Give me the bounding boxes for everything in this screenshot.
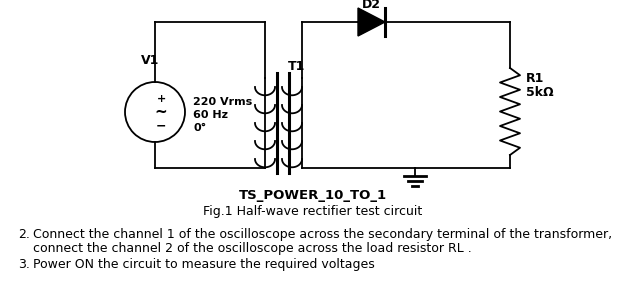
Text: 60 Hz: 60 Hz xyxy=(193,110,228,120)
Text: ~: ~ xyxy=(155,105,167,120)
Text: 5kΩ: 5kΩ xyxy=(526,86,554,98)
Text: 2.: 2. xyxy=(18,228,30,241)
Text: Power ON the circuit to measure the required voltages: Power ON the circuit to measure the requ… xyxy=(33,258,375,271)
Text: V1: V1 xyxy=(141,54,159,67)
Text: R1: R1 xyxy=(526,71,544,84)
Text: TS_POWER_10_TO_1: TS_POWER_10_TO_1 xyxy=(239,190,387,202)
Text: 220 Vrms: 220 Vrms xyxy=(193,97,252,107)
Text: 0°: 0° xyxy=(193,123,206,133)
Text: connect the channel 2 of the oscilloscope across the load resistor RL .: connect the channel 2 of the oscilloscop… xyxy=(33,242,472,255)
Text: 3.: 3. xyxy=(18,258,30,271)
Text: Connect the channel 1 of the oscilloscope across the secondary terminal of the t: Connect the channel 1 of the oscilloscop… xyxy=(33,228,612,241)
Polygon shape xyxy=(358,8,385,36)
Text: T1: T1 xyxy=(288,59,306,72)
Text: Fig.1 Half-wave rectifier test circuit: Fig.1 Half-wave rectifier test circuit xyxy=(203,205,423,217)
Text: D2: D2 xyxy=(362,0,381,11)
Text: −: − xyxy=(155,120,166,132)
Text: +: + xyxy=(156,94,166,104)
